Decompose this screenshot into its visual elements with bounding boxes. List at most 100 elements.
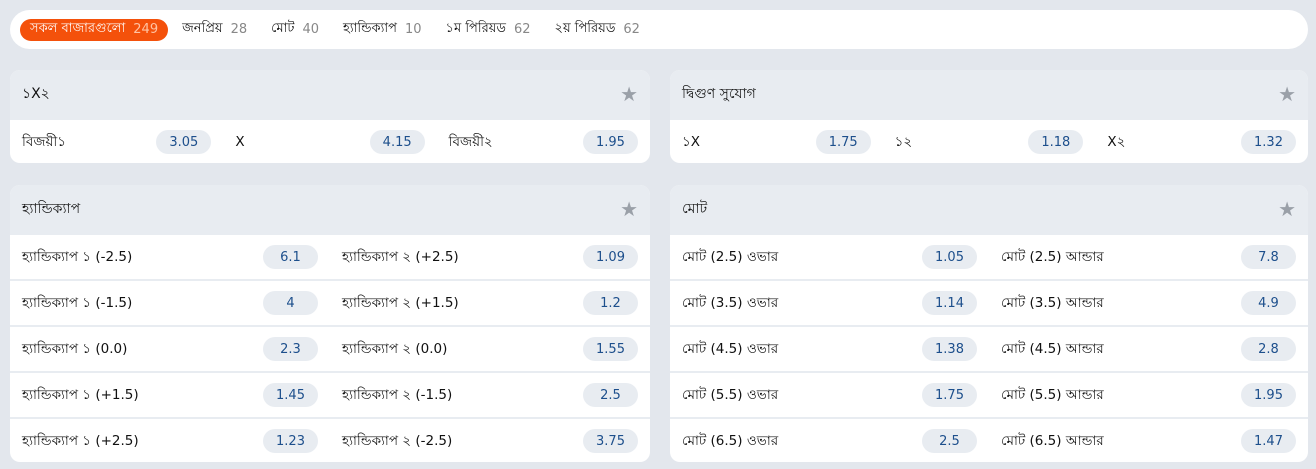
market-row: হ্যান্ডিক্যাপ ১ (0.0) 2.3 হ্যান্ডিক্যাপ ২ …	[10, 325, 650, 371]
odds-button[interactable]: 4.9	[1241, 291, 1296, 315]
outcome[interactable]: ১X 1.75	[670, 130, 883, 154]
tab-4[interactable]: ১ম পিরিয়ড 62	[436, 19, 541, 41]
outcome[interactable]: মোট (4.5) আন্ডার 2.8	[989, 337, 1308, 361]
outcome[interactable]: X২ 1.32	[1095, 130, 1308, 154]
tab-count: 62	[513, 22, 531, 37]
panel-1x2: ১X২ ★ বিজয়ী১ 3.05 X 4.15 বিজয়ী২ 1.95	[10, 70, 650, 163]
outcome[interactable]: হ্যান্ডিক্যাপ ২ (-2.5) 3.75	[330, 429, 650, 453]
tab-label: হ্যান্ডিক্যাপ	[343, 21, 397, 36]
outcome[interactable]: X 4.15	[223, 130, 436, 154]
outcome-label: হ্যান্ডিক্যাপ ১ (0.0)	[22, 340, 128, 357]
market-row: হ্যান্ডিক্যাপ ১ (+1.5) 1.45 হ্যান্ডিক্যাপ …	[10, 371, 650, 417]
outcome[interactable]: মোট (4.5) ওভার 1.38	[670, 337, 989, 361]
market-row: হ্যান্ডিক্যাপ ১ (-2.5) 6.1 হ্যান্ডিক্যাপ ২…	[10, 233, 650, 279]
outcome[interactable]: হ্যান্ডিক্যাপ ১ (-1.5) 4	[10, 291, 330, 315]
market-row: ১X 1.75 ১২ 1.18 X২ 1.32	[670, 118, 1308, 163]
outcome[interactable]: মোট (2.5) ওভার 1.05	[670, 245, 989, 269]
star-icon[interactable]: ★	[620, 197, 638, 221]
odds-button[interactable]: 1.75	[815, 130, 871, 154]
panel-title: মোট	[682, 201, 708, 217]
outcome[interactable]: মোট (6.5) আন্ডার 1.47	[989, 429, 1308, 453]
panel-title: ১X২	[22, 86, 50, 102]
odds-button[interactable]: 6.1	[263, 245, 318, 269]
star-icon[interactable]: ★	[620, 82, 638, 106]
odds-button[interactable]: 2.5	[583, 383, 638, 407]
odds-button[interactable]: 3.75	[583, 429, 638, 453]
outcome[interactable]: হ্যান্ডিক্যাপ ২ (-1.5) 2.5	[330, 383, 650, 407]
odds-button[interactable]: 1.75	[922, 383, 977, 407]
tab-count: 28	[230, 22, 248, 37]
panel-header: মোট ★	[670, 185, 1308, 233]
tab-1[interactable]: জনপ্রিয় 28	[172, 19, 257, 41]
outcome-label: ১২	[894, 133, 913, 150]
market-row: মোট (2.5) ওভার 1.05 মোট (2.5) আন্ডার 7.8	[670, 233, 1308, 279]
outcome[interactable]: মোট (5.5) আন্ডার 1.95	[989, 383, 1308, 407]
outcome[interactable]: হ্যান্ডিক্যাপ ২ (+2.5) 1.09	[330, 245, 650, 269]
tab-3[interactable]: হ্যান্ডিক্যাপ 10	[333, 19, 431, 41]
odds-button[interactable]: 1.38	[922, 337, 977, 361]
market-row: হ্যান্ডিক্যাপ ১ (+2.5) 1.23 হ্যান্ডিক্যাপ …	[10, 417, 650, 462]
odds-button[interactable]: 1.32	[1241, 130, 1297, 154]
odds-button[interactable]: 1.55	[583, 337, 638, 361]
outcome[interactable]: বিজয়ী১ 3.05	[10, 130, 223, 154]
odds-button[interactable]: 1.95	[582, 130, 638, 154]
odds-button[interactable]: 1.23	[263, 429, 318, 453]
tab-count: 10	[404, 22, 422, 37]
star-icon[interactable]: ★	[1278, 197, 1296, 221]
tab-count: 40	[302, 22, 320, 37]
tab-label: জনপ্রিয়	[182, 21, 223, 36]
odds-button[interactable]: 4.15	[369, 130, 425, 154]
outcome[interactable]: ১২ 1.18	[883, 130, 1096, 154]
outcome[interactable]: হ্যান্ডিক্যাপ ১ (-2.5) 6.1	[10, 245, 330, 269]
outcome[interactable]: হ্যান্ডিক্যাপ ১ (+1.5) 1.45	[10, 383, 330, 407]
market-row: হ্যান্ডিক্যাপ ১ (-1.5) 4 হ্যান্ডিক্যাপ ২ (…	[10, 279, 650, 325]
market-filter-tabs: সকল বাজারগুলো 249 জনপ্রিয় 28 মোট 40 হ্যান্ডিক…	[10, 10, 1308, 49]
outcome[interactable]: হ্যান্ডিক্যাপ ১ (+2.5) 1.23	[10, 429, 330, 453]
odds-button[interactable]: 1.09	[583, 245, 638, 269]
outcome[interactable]: মোট (2.5) আন্ডার 7.8	[989, 245, 1308, 269]
outcome[interactable]: মোট (5.5) ওভার 1.75	[670, 383, 989, 407]
outcome[interactable]: মোট (3.5) আন্ডার 4.9	[989, 291, 1308, 315]
tab-label: সকল বাজারগুলো	[30, 21, 126, 36]
outcome[interactable]: হ্যান্ডিক্যাপ ২ (0.0) 1.55	[330, 337, 650, 361]
odds-button[interactable]: 3.05	[156, 130, 212, 154]
tab-0[interactable]: সকল বাজারগুলো 249	[20, 18, 169, 41]
odds-button[interactable]: 1.14	[922, 291, 977, 315]
panel-double-chance: দ্বিগুণ সুযোগ ★ ১X 1.75 ১২ 1.18 X২ 1.32	[670, 70, 1308, 163]
tab-2[interactable]: মোট 40	[261, 19, 329, 41]
outcome[interactable]: মোট (3.5) ওভার 1.14	[670, 291, 989, 315]
tab-5[interactable]: ২য় পিরিয়ড 62	[545, 19, 650, 41]
odds-button[interactable]: 4	[263, 291, 318, 315]
odds-button[interactable]: 2.3	[263, 337, 318, 361]
panel-header: দ্বিগুণ সুযোগ ★	[670, 70, 1308, 118]
tab-label: ২য় পিরিয়ড	[554, 21, 616, 36]
outcome[interactable]: হ্যান্ডিক্যাপ ১ (0.0) 2.3	[10, 337, 330, 361]
odds-button[interactable]: 1.45	[263, 383, 318, 407]
odds-button[interactable]: 7.8	[1241, 245, 1296, 269]
outcome-label: বিজয়ী২	[448, 133, 493, 150]
outcome-label: মোট (6.5) ওভার	[682, 432, 779, 449]
market-row: মোট (4.5) ওভার 1.38 মোট (4.5) আন্ডার 2.8	[670, 325, 1308, 371]
odds-button[interactable]: 1.05	[922, 245, 977, 269]
tab-count: 249	[133, 22, 159, 37]
outcome[interactable]: বিজয়ী২ 1.95	[437, 130, 650, 154]
outcome-label: মোট (2.5) আন্ডার	[1001, 248, 1104, 265]
odds-button[interactable]: 1.95	[1241, 383, 1296, 407]
outcome-label: মোট (5.5) আন্ডার	[1001, 386, 1104, 403]
odds-button[interactable]: 2.5	[922, 429, 977, 453]
market-row: বিজয়ী১ 3.05 X 4.15 বিজয়ী২ 1.95	[10, 118, 650, 163]
odds-button[interactable]: 1.18	[1028, 130, 1084, 154]
outcome-label: হ্যান্ডিক্যাপ ১ (-1.5)	[22, 294, 133, 311]
outcome-label: X	[235, 134, 245, 150]
tab-label: মোট	[271, 21, 295, 36]
odds-button[interactable]: 1.47	[1241, 429, 1296, 453]
outcome-label: হ্যান্ডিক্যাপ ২ (0.0)	[342, 340, 448, 357]
outcome[interactable]: হ্যান্ডিক্যাপ ২ (+1.5) 1.2	[330, 291, 650, 315]
odds-button[interactable]: 1.2	[583, 291, 638, 315]
tab-label: ১ম পিরিয়ড	[445, 21, 506, 36]
star-icon[interactable]: ★	[1278, 82, 1296, 106]
outcome-label: মোট (3.5) আন্ডার	[1001, 294, 1104, 311]
outcome[interactable]: মোট (6.5) ওভার 2.5	[670, 429, 989, 453]
outcome-label: হ্যান্ডিক্যাপ ১ (-2.5)	[22, 248, 133, 265]
odds-button[interactable]: 2.8	[1241, 337, 1296, 361]
